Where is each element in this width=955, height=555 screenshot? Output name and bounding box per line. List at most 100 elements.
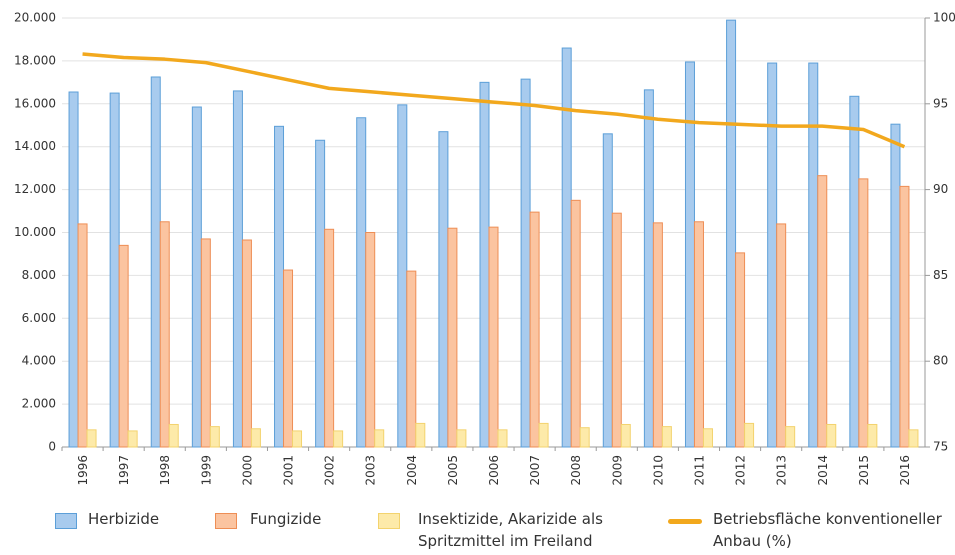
x-tick-label: 2002 <box>323 455 337 486</box>
x-tick-label: 2004 <box>405 455 419 486</box>
y-tick-label: 12.000 <box>14 182 56 196</box>
bar <box>785 426 796 448</box>
bar <box>744 422 755 448</box>
bar <box>191 106 202 448</box>
x-tick-label: 2009 <box>610 455 624 486</box>
x-tick-label: 2010 <box>651 455 665 486</box>
bar <box>570 199 581 448</box>
y2-tick-label: 80 <box>933 354 948 368</box>
y-tick-label: 8.000 <box>22 268 56 282</box>
legend-swatch <box>668 519 702 524</box>
bar <box>479 81 490 448</box>
x-tick-label: 2011 <box>692 455 706 486</box>
bar <box>283 269 294 448</box>
bar <box>579 427 590 448</box>
bar <box>315 139 326 448</box>
bar <box>274 125 285 448</box>
y-tick-label: 18.000 <box>14 53 56 67</box>
bar <box>333 430 344 448</box>
y-tick-label: 10.000 <box>14 225 56 239</box>
bar <box>808 62 819 448</box>
bar <box>127 430 138 448</box>
bar <box>292 430 303 448</box>
bar <box>209 426 220 448</box>
bar <box>661 426 672 448</box>
x-tick-label: 2008 <box>569 455 583 486</box>
y-tick-label: 16.000 <box>14 96 56 110</box>
bar <box>858 178 869 448</box>
x-tick-label: 2000 <box>240 455 254 486</box>
legend-label: Betriebsfläche konventioneller Anbau (%) <box>713 510 942 550</box>
legend-swatch <box>55 513 77 529</box>
bar <box>702 428 713 448</box>
bar <box>438 131 449 448</box>
x-tick-label: 1999 <box>199 455 213 486</box>
bar <box>250 428 261 448</box>
bar <box>538 422 549 448</box>
y-tick-label: 20.000 <box>14 11 56 25</box>
legend-label: Insektizide, Akarizide als Spritzmittel … <box>418 510 603 550</box>
bar <box>899 185 910 448</box>
x-tick-label: 2012 <box>734 455 748 486</box>
bar <box>488 226 499 448</box>
bar <box>849 95 860 448</box>
bar <box>652 222 663 448</box>
line <box>82 52 906 149</box>
bar <box>415 422 426 448</box>
bar <box>776 223 787 448</box>
bar <box>817 175 828 448</box>
x-tick-label: 2005 <box>446 455 460 486</box>
x-tick-label: 2015 <box>857 455 871 486</box>
bar <box>620 423 631 448</box>
bar <box>867 423 878 448</box>
x-tick-label: 2003 <box>364 455 378 486</box>
bar <box>365 232 376 448</box>
bar <box>150 76 161 448</box>
bar <box>693 221 704 448</box>
bar <box>109 92 120 448</box>
bar <box>324 228 335 448</box>
y2-tick-label: 95 <box>933 96 948 110</box>
bar <box>397 104 408 448</box>
bar <box>908 429 919 448</box>
bar <box>767 62 778 448</box>
x-tick-label: 2007 <box>528 455 542 486</box>
bar <box>200 238 211 448</box>
bar <box>241 239 252 448</box>
bar <box>68 91 79 448</box>
bar <box>890 123 901 448</box>
legend-label: Fungizide <box>250 510 322 528</box>
bar <box>529 211 540 448</box>
bar <box>159 221 170 448</box>
y-tick-label: 2.000 <box>22 397 56 411</box>
bar <box>406 270 417 448</box>
bar <box>735 252 746 448</box>
y-tick-label: 14.000 <box>14 139 56 153</box>
bar <box>826 423 837 448</box>
legend-label: Herbizide <box>88 510 160 528</box>
y2-tick-label: 75 <box>933 440 948 454</box>
x-tick-label: 1998 <box>158 455 172 486</box>
x-tick-label: 2006 <box>487 455 501 486</box>
bar <box>118 244 129 448</box>
x-tick-label: 2001 <box>282 455 296 486</box>
legend-swatch <box>215 513 237 529</box>
y2-tick-label: 90 <box>933 182 948 196</box>
y2-tick-label: 85 <box>933 268 948 282</box>
bar <box>168 423 179 448</box>
bar <box>497 429 508 448</box>
bar <box>356 117 367 448</box>
legend-swatch <box>378 513 400 529</box>
bar <box>602 133 613 448</box>
bar <box>520 78 531 448</box>
y2-tick-label: 100 <box>933 11 955 25</box>
x-tick-label: 1996 <box>76 455 90 486</box>
bar <box>77 223 88 448</box>
x-tick-label: 2016 <box>898 455 912 486</box>
bar <box>86 429 97 448</box>
x-tick-label: 2013 <box>775 455 789 486</box>
bar <box>684 61 695 448</box>
y-tick-label: 4.000 <box>22 354 56 368</box>
x-tick-label: 1997 <box>117 455 131 486</box>
